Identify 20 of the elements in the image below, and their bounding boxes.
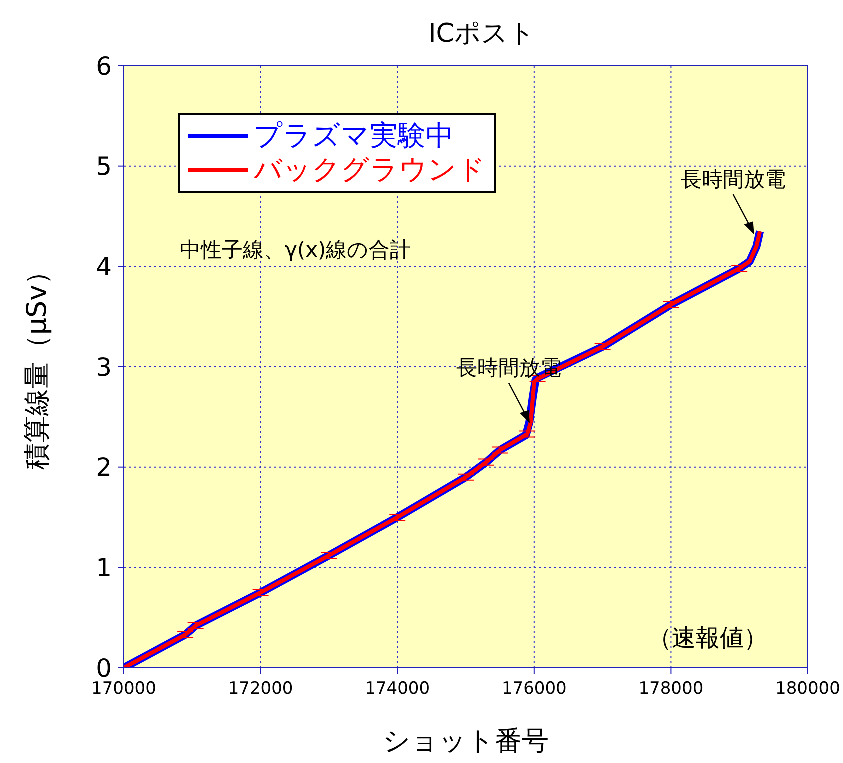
legend-label: プラズマ実験中 xyxy=(254,119,454,152)
x-axis-title: ショット番号 xyxy=(383,726,549,757)
legend-label: バックグラウンド xyxy=(254,152,486,188)
y-tick-label: 5 xyxy=(96,152,112,182)
x-tick-label: 172000 xyxy=(228,679,294,700)
x-tick-label: 178000 xyxy=(638,679,704,700)
x-tick-label: 174000 xyxy=(365,679,430,700)
x-tick-label: 176000 xyxy=(502,679,567,700)
y-tick-label: 4 xyxy=(96,252,112,282)
annotation: 長時間放電 xyxy=(680,168,786,192)
chart-title: ICポスト xyxy=(428,18,536,51)
x-tick-label: 180000 xyxy=(776,679,840,700)
annotation: 長時間放電 xyxy=(456,356,562,380)
y-tick-label: 2 xyxy=(96,453,112,482)
y-tick-label: 3 xyxy=(96,352,112,382)
y-tick-label: 1 xyxy=(96,554,112,583)
y-tick-label: 6 xyxy=(96,52,112,81)
y-axis-title: 積算線量（μSv） xyxy=(22,258,53,470)
annotation: （速報値） xyxy=(648,623,768,654)
annotation: 中性子線、γ(x)線の合計 xyxy=(180,237,412,264)
